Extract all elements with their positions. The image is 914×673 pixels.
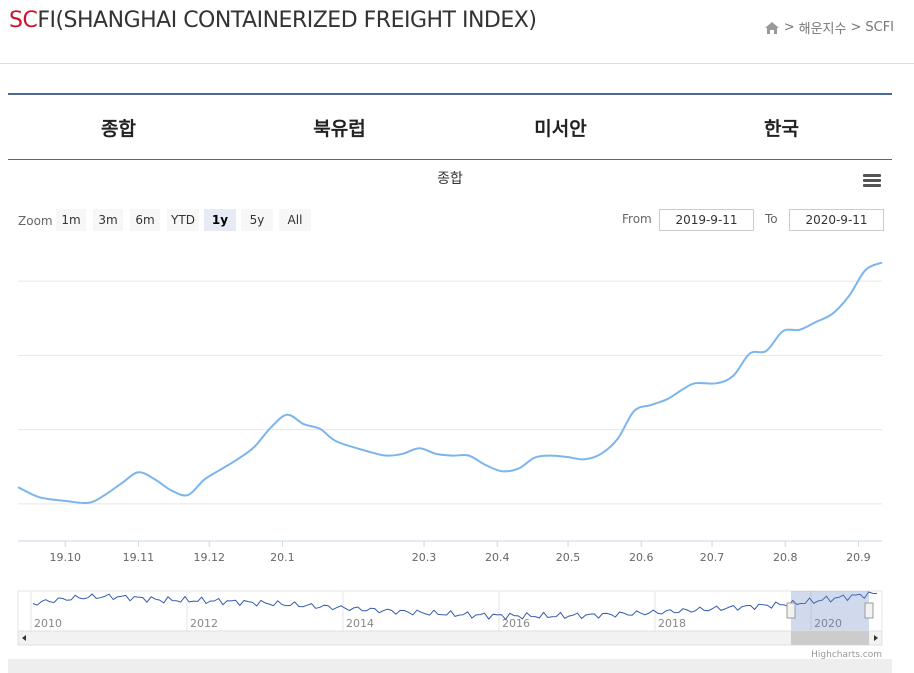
to-label: To — [765, 212, 778, 226]
navigator-series — [32, 591, 878, 621]
from-label: From — [622, 212, 652, 226]
x-tick-label: 19.12 — [193, 551, 225, 564]
navigator-year-label: 2018 — [658, 617, 686, 630]
x-tick-label: 20.1 — [270, 551, 295, 564]
breadcrumb-item-index[interactable]: 해운지수 — [798, 22, 847, 37]
title-sc: SC — [9, 8, 38, 33]
highcharts-credit[interactable]: Highcharts.com — [811, 650, 882, 660]
x-tick-label: 20.8 — [773, 551, 798, 564]
scroll-left-icon[interactable] — [22, 635, 26, 641]
breadcrumb-item-scfi[interactable]: SCFI — [865, 20, 894, 35]
navigator-handle[interactable] — [786, 602, 796, 619]
line-chart: 19.10 19.11 19.12 20.1 20.3 20.4 20.5 20.6 20.7 2… — [17, 261, 883, 660]
tab-north-europe[interactable]: 북유럽 — [313, 117, 366, 140]
region-tabs: 종합 북유럽 미서안 한국 — [8, 93, 892, 160]
x-tick-label: 20.4 — [485, 551, 510, 564]
from-date-input[interactable]: 2019-9-11 — [659, 209, 754, 231]
tab-composite[interactable]: 종합 — [101, 117, 136, 140]
x-tick-label: 19.11 — [123, 551, 155, 564]
series-line-composite — [17, 261, 883, 505]
to-date-input[interactable]: 2020-9-11 — [789, 209, 884, 231]
x-tick-label: 20.6 — [629, 551, 654, 564]
x-tick-label: 19.10 — [49, 551, 81, 564]
x-tick-label: 20.5 — [556, 551, 581, 564]
navigator-area — [17, 590, 883, 632]
zoom-3m-button[interactable]: 3m — [93, 209, 123, 231]
zoom-1y-button[interactable]: 1y — [204, 209, 236, 231]
zoom-ytd-button[interactable]: YTD — [167, 209, 199, 231]
zoom-5y-button[interactable]: 5y — [241, 209, 273, 231]
breadcrumb-sep: > — [783, 20, 795, 35]
zoom-1m-button[interactable]: 1m — [56, 209, 86, 231]
navigator-year-label: 2012 — [190, 617, 218, 630]
navigator-selection[interactable] — [791, 591, 869, 631]
chart-title: 종합 — [437, 171, 463, 187]
navigator-handle[interactable] — [864, 602, 874, 619]
page-header: SCFI(SHANGHAI CONTAINERIZED FREIGHT INDE… — [0, 0, 914, 64]
navigator-year-label: 2014 — [346, 617, 374, 630]
scroll-right-icon[interactable] — [874, 635, 878, 641]
chart-menu-icon[interactable] — [863, 174, 881, 188]
page-title: SCFI(SHANGHAI CONTAINERIZED FREIGHT INDE… — [9, 8, 537, 33]
zoom-label: Zoom — [18, 214, 53, 228]
scrollbar-track[interactable] — [17, 630, 883, 646]
home-icon[interactable] — [764, 21, 780, 35]
x-tick-label: 20.7 — [700, 551, 725, 564]
x-tick-label: 20.9 — [846, 551, 871, 564]
tab-us-west[interactable]: 미서안 — [534, 117, 587, 140]
title-rest: FI(SHANGHAI CONTAINERIZED FREIGHT INDEX) — [37, 8, 537, 33]
zoom-6m-button[interactable]: 6m — [130, 209, 160, 231]
zoom-all-button[interactable]: All — [279, 209, 311, 231]
footer-bar — [8, 659, 892, 673]
scrollbar-thumb[interactable] — [791, 631, 869, 645]
breadcrumb: > 해운지수 > SCFI — [764, 18, 894, 37]
chart-container: 종합 Zoom 1m 3m 6m YTD 1y 5y All From 2019… — [8, 160, 892, 660]
tab-korea[interactable]: 한국 — [764, 117, 799, 140]
x-tick-label: 20.3 — [412, 551, 437, 564]
navigator-year-label: 2020 — [814, 617, 842, 630]
navigator-year-label: 2016 — [502, 617, 530, 630]
breadcrumb-sep: > — [850, 20, 862, 35]
navigator-year-label: 2010 — [34, 617, 62, 630]
